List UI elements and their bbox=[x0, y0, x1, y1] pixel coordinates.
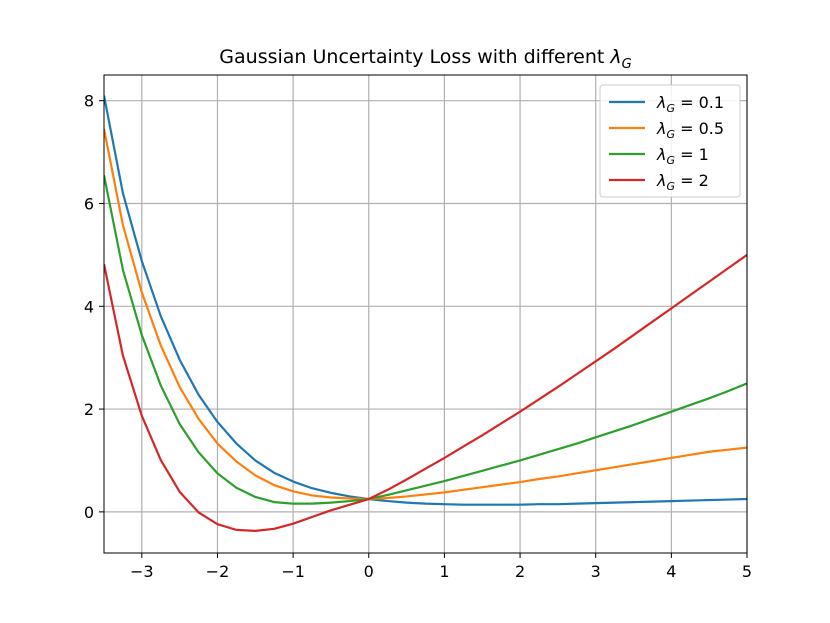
x-tick-label: 0 bbox=[364, 562, 374, 581]
series-line-lambda-2 bbox=[104, 253, 747, 533]
legend: λG = 0.1 λG = 0.5 λG = 1 λG = 2 bbox=[599, 84, 741, 198]
y-tick-label: 2 bbox=[84, 400, 94, 419]
legend-box bbox=[599, 84, 741, 198]
series-line-lambda-0-1 bbox=[104, 95, 747, 506]
y-tick-label: 8 bbox=[84, 92, 94, 111]
ticks: −3 −2 −1 0 1 2 3 4 5 0 2 4 6 8 bbox=[84, 92, 752, 581]
x-tick-label: 3 bbox=[591, 562, 601, 581]
legend-entry: λG = 0.5 bbox=[656, 119, 724, 141]
legend-entry: λG = 2 bbox=[656, 171, 709, 193]
x-tick-label: 2 bbox=[515, 562, 525, 581]
x-tick-label: −2 bbox=[206, 562, 230, 581]
axes-frame bbox=[103, 74, 748, 554]
x-tick-label: 4 bbox=[666, 562, 676, 581]
x-tick-label: −3 bbox=[130, 562, 154, 581]
y-tick-label: 6 bbox=[84, 194, 94, 213]
legend-entry: λG = 0.1 bbox=[656, 93, 724, 115]
y-tick-label: 4 bbox=[84, 297, 94, 316]
x-tick-label: −1 bbox=[281, 562, 305, 581]
series-lines bbox=[104, 95, 747, 533]
series-line-lambda-1 bbox=[104, 175, 747, 505]
x-tick-label: 5 bbox=[742, 562, 752, 581]
title-text: Gaussian Uncertainty Loss with different bbox=[219, 46, 610, 68]
legend-entry: λG = 1 bbox=[656, 145, 709, 167]
title-lambda: λ bbox=[609, 46, 621, 68]
y-tick-label: 0 bbox=[84, 503, 94, 522]
series-line-lambda-0-5 bbox=[104, 128, 747, 501]
x-tick-label: 1 bbox=[439, 562, 449, 581]
title-subscript: G bbox=[622, 57, 632, 72]
chart-title: Gaussian Uncertainty Loss with different… bbox=[219, 46, 631, 72]
